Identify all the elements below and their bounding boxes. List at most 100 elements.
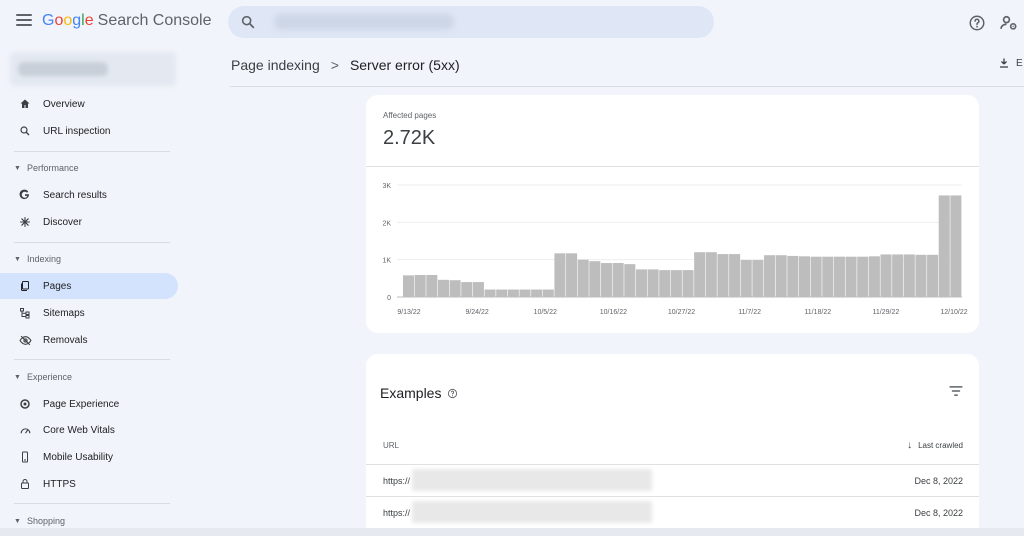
menu-icon[interactable]: [16, 14, 32, 26]
search-value-redacted: [274, 14, 454, 30]
sidebar-item-label: HTTPS: [43, 478, 76, 490]
chart-bar: [892, 254, 904, 297]
bottom-scroll-area: [0, 528, 1024, 536]
redacted-url: [412, 469, 652, 491]
help-icon[interactable]: [968, 14, 986, 32]
chart-bar: [635, 269, 647, 297]
breadcrumb: Page indexing > Server error (5xx): [231, 57, 460, 73]
sidebar-item-removals[interactable]: Removals: [0, 327, 178, 353]
help-icon[interactable]: [447, 388, 458, 399]
chart-bar: [542, 289, 554, 297]
x-tick-label: 10/16/22: [600, 309, 627, 316]
logo-letter: o: [54, 12, 64, 29]
section-title: Indexing: [26, 254, 61, 264]
product-name: Search Console: [97, 12, 212, 29]
x-tick-label: 9/24/22: [465, 309, 488, 316]
search-icon: [18, 124, 32, 138]
column-header-url: URL: [383, 441, 400, 450]
chart-bar: [822, 256, 834, 297]
column-header-last-crawled[interactable]: ↓ Last crawled: [907, 440, 963, 451]
chart-bar: [717, 254, 729, 297]
chart-bar: [927, 254, 939, 297]
chart-bar: [915, 254, 927, 297]
chart-bar: [589, 261, 601, 297]
manage-users-icon[interactable]: [999, 13, 1019, 33]
sidebar: Overview URL inspection ▼ Performance Sea…: [0, 46, 186, 536]
chart-bar: [624, 264, 636, 297]
sidebar-item-search-results[interactable]: Search results: [0, 182, 178, 208]
chart-bar: [519, 289, 531, 297]
property-selector[interactable]: [10, 52, 176, 86]
caret-down-icon: ▼: [14, 255, 21, 263]
chart-bar: [659, 270, 671, 297]
chart-bar: [426, 274, 438, 297]
table-row[interactable]: https:// Dec 8, 2022: [366, 464, 979, 496]
chart-bar: [880, 254, 892, 297]
redacted-url: [412, 501, 652, 523]
table-row[interactable]: https:// Dec 8, 2022: [366, 496, 979, 528]
breadcrumb-parent[interactable]: Page indexing: [231, 57, 320, 73]
search-console-logo[interactable]: Google Search Console: [42, 12, 211, 30]
y-tick-label: 0: [387, 295, 391, 302]
sidebar-item-pages[interactable]: Pages: [0, 273, 178, 299]
chart-bar: [740, 260, 752, 297]
y-tick-label: 2K: [382, 220, 391, 227]
chart-bar: [903, 254, 915, 297]
top-app-bar: Google Search Console: [0, 0, 1024, 46]
caret-down-icon: ▼: [14, 373, 21, 381]
chart-bar: [694, 252, 706, 297]
pages-icon: [18, 279, 32, 293]
chart-bar: [752, 260, 764, 297]
sidebar-item-discover[interactable]: Discover: [0, 209, 178, 235]
search-icon: [241, 15, 255, 29]
section-header-experience[interactable]: ▼ Experience: [14, 372, 72, 382]
chart-bar: [531, 289, 543, 297]
x-tick-label: 12/10/22: [940, 309, 967, 316]
chart-bar: [682, 270, 694, 297]
x-tick-label: 11/18/22: [804, 309, 831, 316]
logo-letter: g: [72, 12, 82, 29]
chart-bar: [868, 256, 880, 297]
sidebar-item-overview[interactable]: Overview: [0, 91, 178, 117]
sidebar-item-page-experience[interactable]: Page Experience: [0, 391, 178, 417]
chart-bar: [764, 255, 776, 297]
section-title: Experience: [26, 372, 72, 382]
chart-bar: [449, 280, 461, 297]
row-url: https://: [383, 476, 411, 486]
sidebar-item-https[interactable]: HTTPS: [0, 471, 178, 497]
search-input[interactable]: [228, 6, 714, 38]
chart-bar: [612, 263, 624, 297]
x-tick-label: 11/7/22: [738, 309, 761, 316]
section-header-performance[interactable]: ▼ Performance: [14, 163, 78, 173]
sidebar-item-label: Page Experience: [43, 398, 120, 410]
metric-value: 2.72K: [383, 127, 436, 149]
chart-bar: [833, 256, 845, 297]
sidebar-item-mobile-usability[interactable]: Mobile Usability: [0, 444, 178, 470]
sidebar-item-url-inspection[interactable]: URL inspection: [0, 118, 178, 144]
chart-bar: [647, 269, 659, 297]
chart-bar: [414, 274, 426, 297]
sidebar-item-label: Discover: [43, 216, 82, 228]
logo-letter: G: [42, 12, 55, 29]
export-label: E: [1016, 57, 1023, 69]
examples-title: Examples: [380, 385, 442, 401]
section-header-shopping[interactable]: ▼ Shopping: [14, 516, 65, 526]
logo-letter: l: [81, 12, 85, 29]
x-tick-label: 10/5/22: [534, 309, 557, 316]
google-g-icon: [18, 188, 32, 202]
x-tick-label: 10/27/22: [668, 309, 695, 316]
sidebar-item-label: Removals: [43, 334, 88, 346]
chart-bar: [845, 256, 857, 297]
sidebar-item-label: Mobile Usability: [43, 451, 114, 463]
y-tick-label: 1K: [382, 258, 391, 265]
home-icon: [18, 97, 32, 111]
filter-icon[interactable]: [949, 385, 963, 397]
section-title: Shopping: [26, 516, 65, 526]
section-header-indexing[interactable]: ▼ Indexing: [14, 254, 61, 264]
sitemap-icon: [18, 306, 32, 320]
sidebar-item-core-web-vitals[interactable]: Core Web Vitals: [0, 417, 178, 443]
sidebar-item-sitemaps[interactable]: Sitemaps: [0, 300, 178, 326]
export-button[interactable]: E: [998, 57, 1023, 69]
chart-bar: [938, 195, 950, 297]
affected-pages-chart[interactable]: 0 1K 2K 3K 9/13/22 9/24/22 10/5/22 10/16/22 10/2…: [366, 167, 979, 333]
